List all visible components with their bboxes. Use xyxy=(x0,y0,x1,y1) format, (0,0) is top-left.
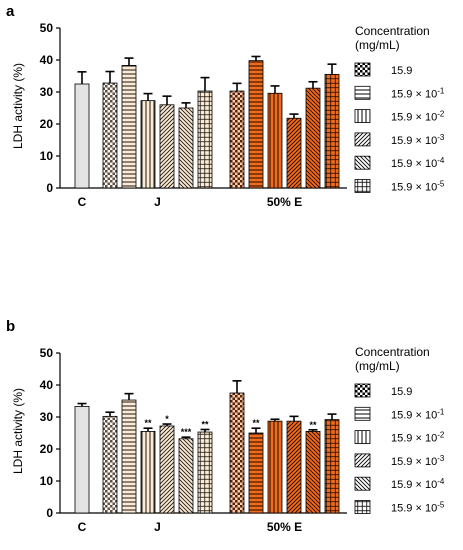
bar-pattern xyxy=(230,393,244,513)
y-tick-label: 20 xyxy=(40,117,54,131)
legend-swatch xyxy=(354,132,371,147)
significance-label: ** xyxy=(309,420,317,430)
legend-label: 15.9 × 10-1 xyxy=(391,407,445,421)
x-tick-label: J xyxy=(154,195,161,209)
plot-area: 0 10 20 30 40 50 C J 50% E xyxy=(40,21,347,209)
x-tick-label: 50% E xyxy=(267,195,302,209)
legend-swatch xyxy=(354,476,371,491)
bar-pattern xyxy=(325,419,339,513)
y-axis-title: LDH activity (%) xyxy=(11,63,25,149)
legend-label: 15.9 × 10-5 xyxy=(391,180,445,194)
bar-pattern xyxy=(268,421,282,513)
y-tick-label: 30 xyxy=(40,85,54,99)
bar-pattern xyxy=(230,91,244,188)
bar-pattern xyxy=(179,438,193,513)
y-axis-title: LDH activity (%) xyxy=(11,388,25,474)
bar-pattern xyxy=(287,421,301,513)
y-tick-label: 30 xyxy=(40,410,54,424)
bar-pattern xyxy=(179,108,193,188)
y-tick-label: 0 xyxy=(46,506,53,520)
bar-pattern xyxy=(160,104,174,188)
legend-label: 15.9 × 10-2 xyxy=(391,431,445,445)
bar-tint xyxy=(230,91,244,188)
panel-label: b xyxy=(6,318,15,335)
y-tick-label: 20 xyxy=(40,442,54,456)
significance-label: * xyxy=(165,414,169,424)
legend-label: 15.9 × 10-2 xyxy=(391,110,445,124)
legend-swatch xyxy=(354,109,371,123)
bar-pattern xyxy=(122,400,136,513)
legend-swatch xyxy=(354,500,371,514)
legend-title-line2: (mg/mL) xyxy=(355,38,400,52)
legend-label: 15.9 × 10-5 xyxy=(391,501,445,515)
legend-title-line1: Concentration xyxy=(355,345,430,359)
bar-pattern xyxy=(141,100,155,188)
bar xyxy=(75,84,89,188)
y-tick-label: 40 xyxy=(40,53,54,67)
bar-pattern xyxy=(198,432,212,513)
significance-label: *** xyxy=(181,427,192,437)
legend-label: 15.9 × 10-4 xyxy=(391,156,445,170)
bar-pattern xyxy=(141,431,155,513)
x-tick-label: C xyxy=(78,520,87,534)
legend-swatch xyxy=(354,155,371,170)
y-tick-label: 50 xyxy=(40,21,54,35)
significance-label: ** xyxy=(201,419,209,429)
legend-swatch xyxy=(354,453,371,468)
bar-pattern xyxy=(103,416,117,513)
bar-pattern xyxy=(306,88,320,188)
legend-swatch xyxy=(354,179,371,193)
bar-pattern xyxy=(306,431,320,513)
significance-label: ** xyxy=(252,418,260,428)
bar-pattern xyxy=(198,91,212,188)
bar-pattern xyxy=(103,83,117,188)
legend-label: 15.9 xyxy=(391,386,412,398)
bar-tint xyxy=(103,416,117,513)
significance-label: ** xyxy=(144,418,152,428)
x-tick-label: C xyxy=(78,195,87,209)
legend-label: 15.9 × 10-1 xyxy=(391,86,445,100)
bar-pattern xyxy=(249,60,263,188)
legend: Concentration (mg/mL) 15.9 15.9 × 10-1 15.… xyxy=(354,24,445,194)
y-tick-label: 10 xyxy=(40,474,54,488)
bar xyxy=(75,406,89,513)
legend-label: 15.9 × 10-4 xyxy=(391,477,445,491)
bar-pattern xyxy=(268,93,282,188)
y-tick-label: 40 xyxy=(40,378,54,392)
legend-swatch xyxy=(354,406,371,421)
legend-label: 15.9 × 10-3 xyxy=(391,454,445,468)
legend-swatch xyxy=(354,62,371,77)
bar-pattern xyxy=(287,118,301,188)
panel-label: a xyxy=(6,3,15,20)
legend-swatch xyxy=(354,430,371,445)
y-tick-label: 50 xyxy=(40,346,54,360)
bar-tint xyxy=(230,393,244,513)
legend-swatch xyxy=(354,85,371,100)
bar-pattern xyxy=(160,425,174,513)
legend-title-line2: (mg/mL) xyxy=(355,359,400,373)
y-tick-label: 0 xyxy=(46,181,53,195)
legend-title-line1: Concentration xyxy=(355,24,430,38)
x-tick-label: J xyxy=(154,520,161,534)
bar-pattern xyxy=(325,74,339,188)
bar-tint xyxy=(103,83,117,188)
legend-label: 15.9 xyxy=(391,65,412,77)
bar-pattern xyxy=(122,65,136,188)
legend: Concentration (mg/mL) 15.9 15.9 × 10-1 15.… xyxy=(354,345,445,515)
panel-a: a LDH activity (%) 0 10 20 30 40 50 C J 50% E xyxy=(6,3,347,209)
x-tick-label: 50% E xyxy=(267,520,302,534)
y-tick-label: 10 xyxy=(40,149,54,163)
bar-pattern xyxy=(249,433,263,513)
legend-label: 15.9 × 10-3 xyxy=(391,133,445,147)
legend-swatch xyxy=(354,383,371,398)
